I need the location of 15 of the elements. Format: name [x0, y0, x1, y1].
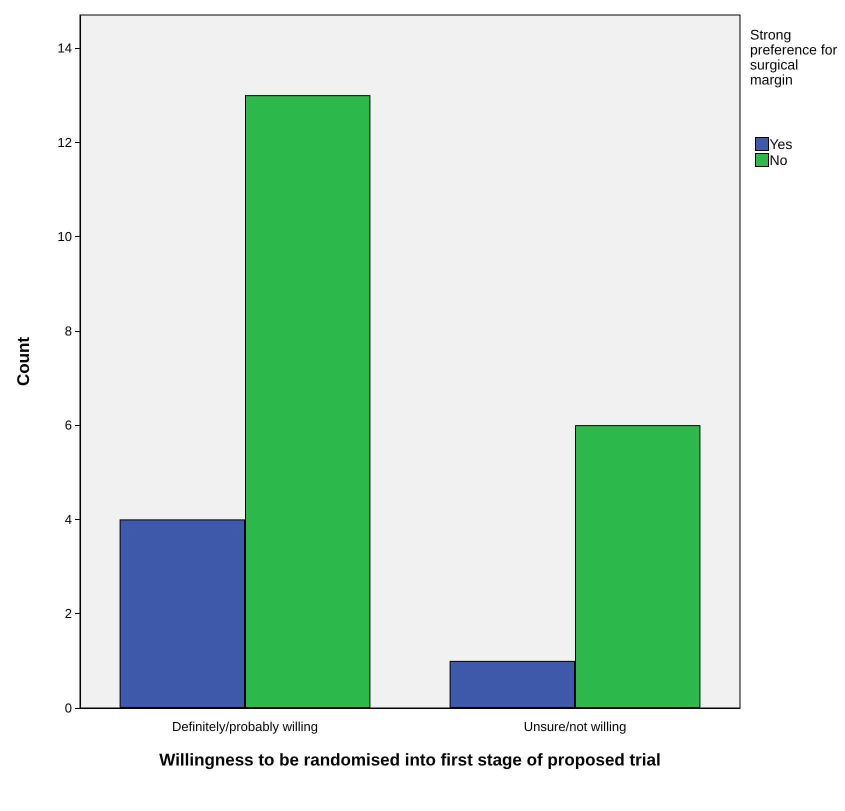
y-tick-label: 2 [64, 606, 72, 622]
y-tick-label: 6 [64, 418, 72, 433]
y-tick-label: 12 [58, 134, 72, 150]
y-axis-title: Count [14, 336, 33, 386]
x-tick-label: Unsure/not willing [524, 719, 626, 734]
x-tick-label: Definitely/probably willing [172, 719, 318, 734]
legend-label: No [770, 152, 788, 168]
legend-title: Strong preference for surgical margin [750, 26, 842, 88]
y-tick-label: 4 [64, 512, 72, 527]
x-axis-title: Willingness to be randomised into first stage of proposed trial [159, 750, 661, 770]
y-tick-label: 10 [58, 229, 72, 244]
legend-label: Yes [770, 136, 792, 152]
y-tick-label: 14 [58, 40, 72, 56]
y-tick-label: 8 [64, 323, 72, 338]
y-tick-label: 0 [64, 700, 72, 716]
